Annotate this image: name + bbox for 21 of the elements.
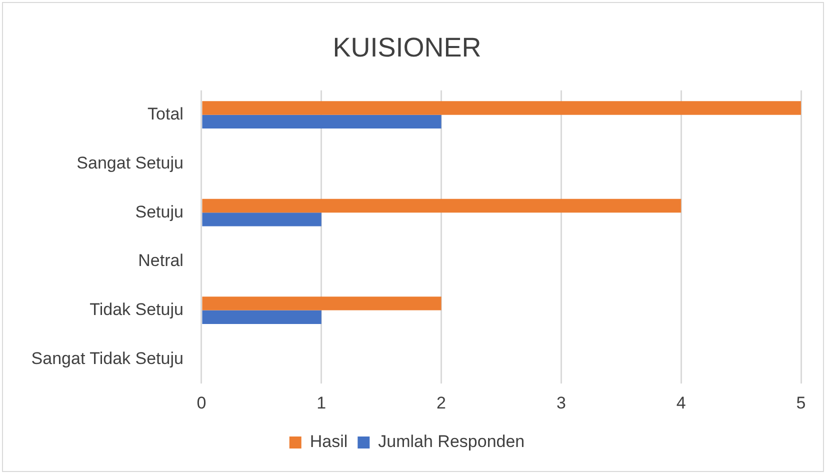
- y-tick-label: Sangat Setuju: [76, 153, 184, 172]
- x-tick-label: 5: [796, 393, 806, 412]
- bar: [202, 310, 322, 324]
- x-tick-label: 3: [556, 393, 566, 412]
- bar: [202, 198, 682, 213]
- x-tick-label: 4: [676, 393, 686, 412]
- bar: [202, 114, 442, 129]
- bar: [202, 212, 322, 226]
- y-tick-label: Total: [148, 104, 184, 124]
- y-tick-label: Netral: [138, 251, 184, 270]
- x-tick-label: 2: [436, 393, 446, 412]
- y-tick-label: Sangat Tidak Setuju: [31, 348, 184, 368]
- y-tick-label: Tidak Setuju: [90, 300, 184, 319]
- legend-label: Hasil: [310, 432, 348, 452]
- x-tick-label: 0: [196, 393, 206, 412]
- bar: [202, 101, 801, 115]
- y-tick-label: Setuju: [135, 202, 184, 222]
- legend-label: Jumlah Responden: [378, 432, 525, 452]
- bar: [202, 296, 442, 310]
- x-tick-label: 1: [316, 393, 326, 412]
- chart-title: KUISIONER: [332, 32, 482, 63]
